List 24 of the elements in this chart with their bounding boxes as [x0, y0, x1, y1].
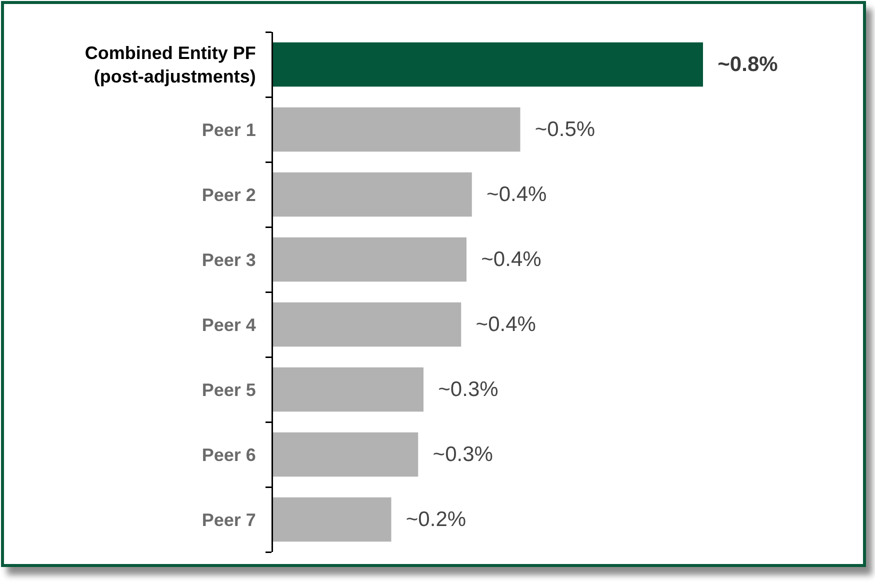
data-label: ~0.3% [421, 443, 493, 466]
bar [273, 42, 703, 87]
data-label: ~0.8% [718, 53, 778, 76]
data-label: ~0.2% [394, 508, 466, 531]
y-tick-label: Peer 4 [202, 314, 256, 335]
bar [273, 302, 462, 347]
y-tick-label: Peer 5 [202, 380, 256, 400]
data-label: ~0.4% [464, 313, 536, 336]
bar [273, 172, 472, 217]
y-tick-label: Peer 7 [202, 510, 256, 530]
data-label: ~0.4% [470, 248, 542, 271]
bar [273, 432, 418, 477]
y-tick-label: Peer 1 [202, 120, 256, 140]
y-tick-label: Combined Entity PF (post-adjustments) [84, 43, 256, 86]
bar [273, 237, 466, 282]
data-label: ~0.5% [523, 118, 596, 141]
data-label: ~0.4% [474, 183, 547, 206]
bar [273, 497, 392, 542]
bar [273, 367, 424, 412]
data-label: ~0.3% [426, 378, 498, 401]
bar [273, 107, 520, 152]
y-tick-label: Peer 6 [202, 444, 256, 465]
y-tick-label: Peer 3 [202, 250, 256, 270]
y-tick-label: Peer 2 [202, 184, 256, 205]
